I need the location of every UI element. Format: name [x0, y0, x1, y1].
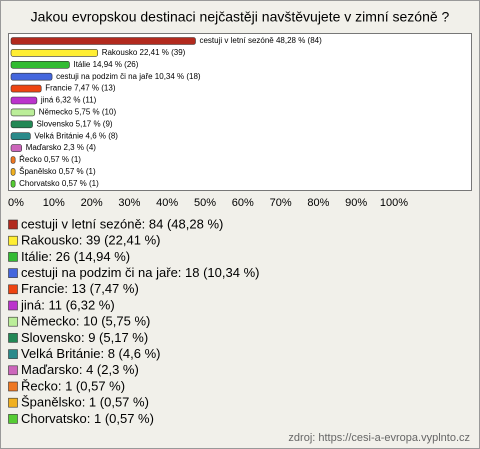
data-label: cestuji v letní sezóně 48,28 % (84) — [199, 36, 322, 45]
x-tick-label: 100% — [380, 197, 408, 209]
legend-label: Německo: 10 (5,75 %) — [21, 314, 150, 329]
x-tick-label: 20% — [81, 197, 103, 209]
bar — [10, 144, 22, 152]
data-label: jiná 6,32 % (11) — [40, 96, 97, 105]
bar — [10, 108, 36, 117]
bar — [10, 49, 99, 57]
data-label: Chorvatsko 0,57 % (1) — [19, 179, 99, 188]
legend-label: Řecko: 1 (0,57 %) — [21, 378, 125, 393]
legend-label: Rakousko: 39 (22,41 %) — [21, 233, 160, 248]
x-tick-label: 50% — [194, 197, 216, 209]
bar — [10, 60, 70, 69]
data-label: Francie 7,47 % (13) — [45, 84, 116, 93]
legend-swatch — [8, 235, 18, 246]
bar — [10, 96, 38, 105]
chart-title: Jakou evropskou destinaci nejčastěji nav… — [31, 9, 450, 25]
legend-swatch — [8, 381, 18, 392]
data-label: cestuji na podzim či na jaře 10,34 % (18… — [56, 72, 201, 81]
legend-swatch — [8, 284, 18, 295]
bar — [10, 180, 16, 188]
x-tick-label: 90% — [345, 197, 367, 209]
legend-label: Maďarsko: 4 (2,3 %) — [21, 362, 139, 377]
x-tick-label: 80% — [307, 197, 329, 209]
data-label: Slovensko 5,17 % (9) — [37, 119, 113, 128]
data-label: Velká Británie 4,6 % (8) — [34, 131, 118, 140]
data-label: Španělsko 0,57 % (1) — [19, 167, 96, 176]
bar — [10, 72, 53, 81]
bar — [10, 37, 196, 45]
x-tick-label: 10% — [43, 197, 65, 209]
plot-area — [8, 33, 472, 191]
bar — [10, 84, 42, 93]
legend-swatch — [8, 252, 18, 262]
legend-label: Francie: 13 (7,47 %) — [21, 281, 139, 296]
legend-label: Chorvatsko: 1 (0,57 %) — [21, 411, 154, 426]
legend-label: Slovensko: 9 (5,17 %) — [21, 330, 148, 345]
x-tick-label: 30% — [118, 197, 140, 209]
data-label: Maďarsko 2,3 % (4) — [26, 143, 97, 152]
data-label: Řecko 0,57 % (1) — [19, 155, 81, 164]
data-label: Itálie 14,94 % (26) — [73, 60, 138, 69]
legend-swatch — [8, 397, 18, 408]
legend-swatch — [8, 316, 18, 327]
bar — [10, 168, 16, 176]
bar — [10, 156, 16, 164]
legend-swatch — [8, 300, 18, 311]
legend-label: Velká Británie: 8 (4,6 %) — [21, 346, 160, 361]
bar — [10, 132, 31, 140]
x-tick-label: 40% — [156, 197, 178, 209]
legend-swatch — [8, 268, 18, 278]
legend-swatch — [8, 349, 18, 359]
legend-label: cestuji na podzim či na jaře: 18 (10,34 … — [21, 265, 259, 280]
legend-label: cestuji v letní sezóně: 84 (48,28 %) — [21, 216, 223, 231]
legend-swatch — [8, 219, 18, 230]
x-tick-label: 0% — [8, 197, 24, 209]
source: zdroj: https://cesi-a-evropa.vyplnto.cz — [288, 432, 470, 444]
x-tick-label: 70% — [270, 197, 292, 209]
legend-swatch — [8, 333, 18, 343]
x-tick-label: 60% — [232, 197, 254, 209]
data-label: Rakousko 22,41 % (39) — [102, 48, 186, 57]
data-label: Německo 5,75 % (10) — [39, 108, 117, 117]
legend-label: Itálie: 26 (14,94 %) — [21, 249, 130, 264]
legend-label: Španělsko: 1 (0,57 %) — [21, 395, 149, 410]
legend-swatch — [8, 365, 18, 376]
legend-label: jiná: 11 (6,32 %) — [20, 297, 115, 312]
legend-swatch — [8, 414, 18, 424]
bar — [10, 120, 33, 129]
